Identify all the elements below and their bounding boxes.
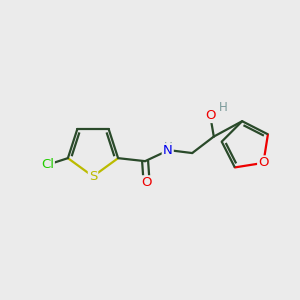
Text: H: H: [218, 101, 227, 114]
Text: O: O: [205, 109, 215, 122]
Text: O: O: [258, 156, 268, 170]
Text: O: O: [141, 176, 152, 189]
Text: Cl: Cl: [41, 158, 54, 171]
Text: H: H: [164, 141, 172, 154]
Text: N: N: [163, 144, 172, 157]
Text: S: S: [89, 170, 97, 183]
